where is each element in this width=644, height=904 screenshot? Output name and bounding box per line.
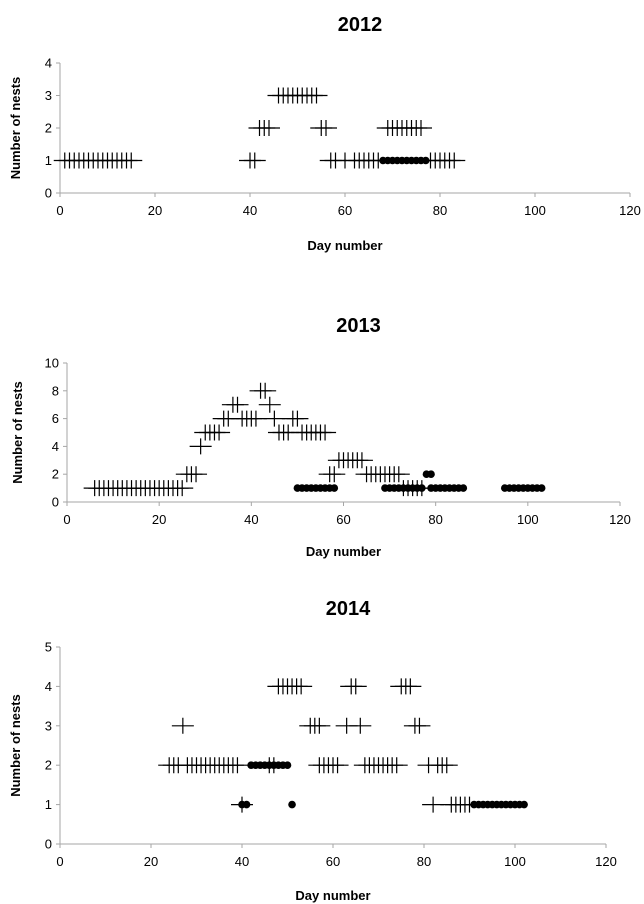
- data-point-plus: [399, 678, 422, 695]
- x-tick-label: 0: [56, 203, 63, 218]
- y-tick-label: 0: [52, 495, 59, 510]
- data-point-plus: [243, 152, 266, 169]
- data-point-plus: [408, 717, 431, 734]
- x-tick-label: 80: [433, 203, 447, 218]
- data-point-plus: [308, 717, 331, 734]
- chart-2014: 2014 0 1 2 3 4 5 0 20 40 60 80 100 120 Day number Numbe…: [8, 598, 617, 903]
- data-point-dot: [459, 484, 468, 492]
- y-tick-label: 0: [45, 837, 52, 852]
- x-tick-label: 0: [63, 512, 70, 527]
- x-tick-label: 120: [619, 203, 641, 218]
- y-tick-label: 4: [45, 56, 52, 71]
- data-point-dot: [283, 761, 292, 769]
- data-point-dot: [520, 800, 528, 809]
- data-point-plus: [387, 466, 410, 483]
- chart-title: 2012: [338, 14, 383, 36]
- data-point-dot: [418, 484, 426, 492]
- data-point-plus: [385, 757, 408, 774]
- data-point-plus: [226, 396, 249, 413]
- data-point-plus: [263, 410, 286, 427]
- x-tick-label: 60: [336, 512, 350, 527]
- y-axis-label: Number of nests: [10, 381, 25, 484]
- x-tick-label: 20: [148, 203, 162, 218]
- data-point-plus: [185, 466, 208, 483]
- data-point-plus: [349, 717, 372, 734]
- data-point-plus: [171, 717, 194, 734]
- x-axis-label: Day number: [306, 544, 381, 559]
- x-tick-label: 100: [517, 512, 539, 527]
- x-tick-label: 100: [524, 203, 546, 218]
- x-tick-label: 20: [144, 854, 158, 869]
- data-point-plus: [443, 152, 466, 169]
- data-point-plus: [314, 424, 337, 441]
- x-tick-label: 120: [609, 512, 631, 527]
- x-axis-label: Day number: [295, 888, 370, 903]
- data-point-plus: [350, 452, 373, 469]
- x-tick-label: 80: [417, 854, 431, 869]
- x-tick-label: 20: [152, 512, 166, 527]
- y-tick-label: 2: [45, 758, 52, 773]
- data-point-plus: [344, 678, 367, 695]
- x-tick-label: 80: [428, 512, 442, 527]
- data-point-dot: [330, 484, 339, 492]
- data-point-dot: [421, 156, 430, 165]
- x-tick-label: 40: [243, 203, 257, 218]
- data-point-plus: [435, 757, 458, 774]
- data-point-plus: [258, 396, 281, 413]
- data-point-dot: [242, 800, 251, 809]
- data-point-plus: [244, 410, 267, 427]
- data-point-plus: [208, 424, 231, 441]
- data-point-plus: [323, 466, 346, 483]
- y-tick-label: 1: [45, 797, 52, 812]
- data-point-plus: [171, 480, 194, 497]
- y-tick-label: 10: [45, 356, 59, 371]
- data-point-plus: [226, 757, 249, 774]
- y-axis-label: Number of nests: [8, 77, 23, 180]
- y-axis-label: Number of nests: [8, 694, 23, 797]
- y-tick-label: 3: [45, 88, 52, 103]
- data-point-dot: [288, 800, 296, 809]
- data-point-plus: [305, 87, 328, 104]
- data-point-plus: [189, 438, 212, 455]
- x-tick-label: 100: [504, 854, 526, 869]
- y-tick-label: 2: [52, 467, 59, 482]
- y-tick-label: 4: [52, 439, 59, 454]
- x-tick-label: 40: [235, 854, 249, 869]
- data-point-dot: [427, 470, 435, 479]
- y-tick-label: 0: [45, 186, 52, 201]
- y-tick-label: 4: [45, 679, 52, 694]
- y-tick-label: 8: [52, 383, 59, 398]
- chart-title: 2013: [336, 315, 381, 337]
- x-axis-label: Day number: [307, 238, 382, 253]
- y-tick-label: 3: [45, 718, 52, 733]
- x-tick-label: 60: [326, 854, 340, 869]
- y-tick-label: 6: [52, 411, 59, 426]
- chart-title: 2014: [326, 598, 371, 620]
- y-tick-label: 2: [45, 121, 52, 136]
- data-point-plus: [254, 382, 277, 399]
- x-tick-label: 120: [595, 854, 617, 869]
- data-point-dot: [537, 484, 546, 492]
- data-point-plus: [120, 152, 143, 169]
- data-point-plus: [290, 678, 313, 695]
- data-point-plus: [315, 120, 337, 136]
- y-tick-label: 5: [45, 640, 52, 655]
- data-point-plus: [258, 120, 280, 136]
- x-tick-label: 60: [338, 203, 352, 218]
- data-point-plus: [410, 120, 432, 136]
- data-point-plus: [326, 757, 349, 774]
- x-tick-label: 40: [244, 512, 258, 527]
- data-point-plus: [286, 410, 309, 427]
- y-tick-label: 1: [45, 153, 52, 168]
- x-tick-label: 0: [56, 854, 63, 869]
